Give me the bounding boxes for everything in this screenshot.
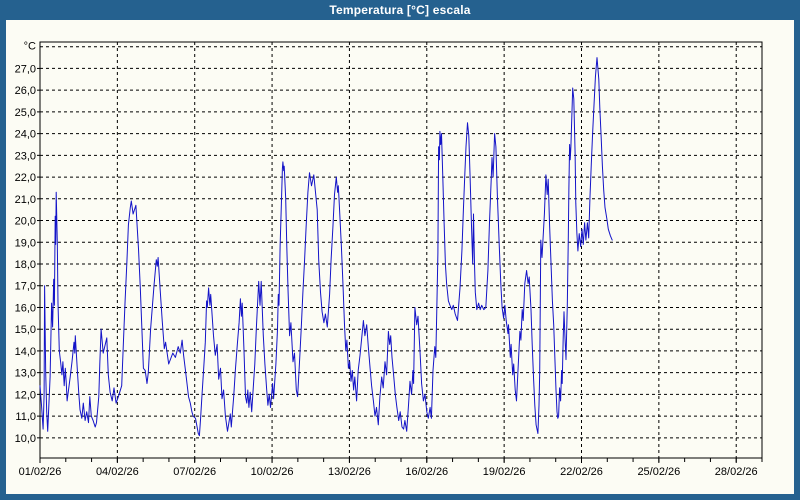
x-tick-label: 07/02/26 [173,466,216,478]
y-tick-label: 19,0 [15,237,36,249]
y-tick-label: 17,0 [15,281,36,293]
window-title: Temperatura [°C] escala [329,3,471,17]
x-tick-label: 16/02/26 [405,466,448,478]
y-tick-label: 13,0 [15,368,36,380]
x-tick-label: 13/02/26 [328,466,371,478]
x-tick-label: 04/02/26 [96,466,139,478]
y-tick-label: 21,0 [15,194,36,206]
y-tick-label: 20,0 [15,216,36,228]
y-tick-label: 12,0 [15,389,36,401]
y-tick-label: 14,0 [15,346,36,358]
y-tick-label: 18,0 [15,259,36,271]
y-tick-label: 16,0 [15,302,36,314]
temperature-series-line [39,57,613,437]
chart-area: 27,0 26,0 25,0 24,0 23,0 22,0 21,0 20,0 19,0 18,0… [6,20,794,494]
x-tick-label: 28/02/26 [715,466,758,478]
y-tick-label: 26,0 [15,85,36,97]
y-tick-label: 24,0 [15,129,36,141]
temperature-line-chart: 27,0 26,0 25,0 24,0 23,0 22,0 21,0 20,0 19,0 18,0… [15,41,763,478]
y-tick-label: 10,0 [15,433,36,445]
y-tick-label: 22,0 [15,172,36,184]
y-tick-label: 15,0 [15,324,36,336]
x-tick-label: 22/02/26 [560,466,603,478]
x-tick-label: 25/02/26 [637,466,680,478]
y-tick-label: 27,0 [15,63,36,75]
y-tick-label: 11,0 [15,411,36,423]
y-tick-label: 23,0 [15,150,36,162]
x-tick-label: 19/02/26 [483,466,526,478]
x-tick-label: 01/02/26 [19,466,62,478]
title-bar: Temperatura [°C] escala [0,0,800,20]
x-tick-label: 10/02/26 [251,466,294,478]
y-tick-label: 25,0 [15,107,36,119]
y-axis-unit-label: °C [24,41,36,53]
